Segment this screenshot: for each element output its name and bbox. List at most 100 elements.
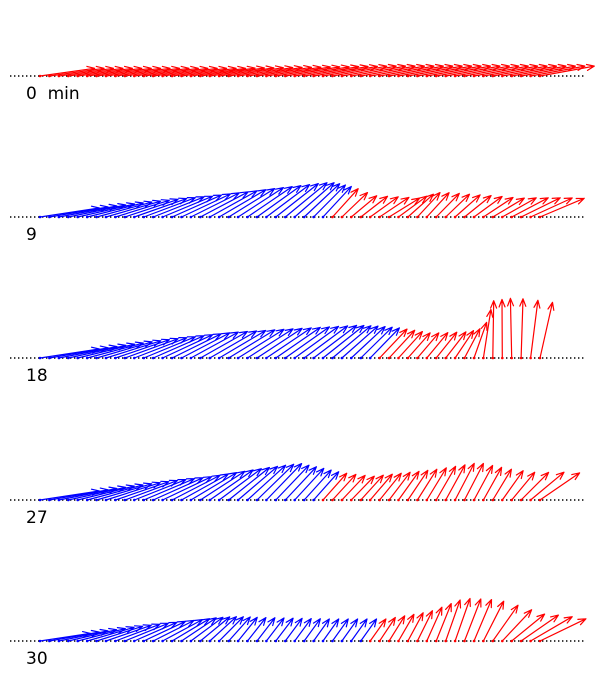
vector-arrow bbox=[228, 65, 284, 77]
vector-arrow bbox=[77, 202, 136, 218]
vector-arrow bbox=[152, 477, 204, 501]
vector-foot bbox=[387, 356, 391, 360]
vector-arrow bbox=[133, 621, 178, 642]
vector-foot bbox=[246, 498, 249, 502]
vector-foot bbox=[57, 498, 61, 502]
vector-foot bbox=[378, 498, 381, 502]
vector-arrow bbox=[284, 326, 330, 359]
vector-arrow bbox=[454, 597, 471, 642]
vector-arrow bbox=[397, 613, 415, 642]
vector-foot bbox=[482, 356, 485, 360]
vector-foot bbox=[453, 639, 457, 643]
vector-foot bbox=[151, 74, 155, 78]
vector-foot bbox=[274, 639, 278, 643]
vector-foot bbox=[170, 215, 174, 219]
vector-foot bbox=[246, 356, 249, 360]
panel-label: 0 min bbox=[26, 84, 80, 104]
vector-arrow bbox=[331, 188, 359, 218]
vector-foot bbox=[312, 356, 315, 360]
vector-foot bbox=[472, 74, 476, 78]
vector-arrow bbox=[435, 465, 457, 501]
vector-arrow bbox=[445, 331, 467, 359]
vector-foot bbox=[302, 74, 306, 78]
vector-arrow bbox=[360, 326, 393, 359]
vector-foot bbox=[227, 498, 230, 502]
vector-arrow bbox=[388, 471, 411, 501]
vector-foot bbox=[255, 215, 259, 219]
vector-foot bbox=[331, 639, 334, 643]
vector-foot bbox=[501, 356, 504, 360]
vector-group bbox=[38, 597, 587, 643]
vector-arrow bbox=[313, 184, 346, 218]
vector-foot bbox=[510, 498, 513, 502]
vector-arrow bbox=[313, 471, 340, 501]
vector-arrow bbox=[360, 618, 378, 642]
vector-arrow bbox=[407, 332, 431, 359]
vector-arrow bbox=[379, 616, 396, 642]
vector-foot bbox=[293, 498, 297, 502]
vector-arrow bbox=[162, 476, 213, 501]
vector-foot bbox=[425, 215, 429, 219]
vector-foot bbox=[151, 498, 155, 502]
vector-arrow bbox=[303, 618, 321, 642]
vector-foot bbox=[133, 215, 136, 219]
vector-foot bbox=[293, 356, 297, 360]
vector-arrow bbox=[218, 468, 262, 501]
panel-label: 27 bbox=[26, 508, 48, 528]
vector-foot bbox=[284, 356, 287, 360]
vector-foot bbox=[302, 356, 306, 360]
vector-foot bbox=[331, 356, 334, 360]
vector-arrow bbox=[435, 331, 458, 359]
vector-arrow bbox=[105, 65, 162, 77]
vector-arrow bbox=[284, 466, 317, 501]
vector-foot bbox=[95, 215, 98, 219]
vector-foot bbox=[359, 498, 363, 502]
vector-foot bbox=[378, 356, 381, 360]
vector-arrow bbox=[218, 189, 267, 218]
vector-foot bbox=[265, 215, 268, 219]
vector-foot bbox=[340, 639, 344, 643]
vector-arrow bbox=[539, 197, 585, 218]
vector-foot bbox=[104, 74, 108, 78]
vector-foot bbox=[444, 639, 448, 643]
vector-arrow bbox=[180, 332, 231, 359]
vector-arrow bbox=[199, 470, 246, 501]
vector-foot bbox=[133, 74, 136, 78]
vector-arrow bbox=[86, 65, 143, 77]
vector-foot bbox=[453, 215, 457, 219]
vector-foot bbox=[85, 639, 89, 643]
vector-foot bbox=[151, 639, 155, 643]
vector-foot bbox=[208, 74, 212, 78]
vector-arrow bbox=[350, 326, 386, 359]
vector-arrow bbox=[490, 300, 498, 359]
vector-foot bbox=[265, 74, 268, 78]
vector-arrow bbox=[218, 329, 267, 359]
vector-arrow bbox=[379, 328, 408, 359]
vector-foot bbox=[85, 74, 89, 78]
vector-arrow bbox=[350, 195, 378, 218]
vector-foot bbox=[340, 356, 344, 360]
vector-arrow bbox=[520, 197, 561, 218]
vector-arrow bbox=[218, 65, 275, 77]
vector-foot bbox=[236, 74, 240, 78]
vector-foot bbox=[133, 639, 136, 643]
vector-foot bbox=[453, 74, 457, 78]
vector-foot bbox=[519, 498, 523, 502]
vector-arrow bbox=[501, 609, 533, 642]
vector-foot bbox=[114, 74, 117, 78]
vector-foot bbox=[340, 215, 344, 219]
vector-arrow bbox=[265, 463, 303, 501]
vector-arrow bbox=[322, 324, 365, 359]
vector-foot bbox=[538, 498, 542, 502]
vector-arrow bbox=[331, 618, 349, 642]
vector-foot bbox=[482, 74, 485, 78]
vector-arrow bbox=[313, 618, 330, 642]
panel: 9 bbox=[10, 182, 585, 245]
vector-arrow bbox=[284, 617, 303, 642]
vector-foot bbox=[170, 356, 174, 360]
vector-foot bbox=[236, 498, 240, 502]
vector-foot bbox=[293, 215, 297, 219]
vector-foot bbox=[246, 639, 249, 643]
vector-arrow bbox=[369, 327, 400, 359]
vector-arrow bbox=[426, 467, 447, 501]
